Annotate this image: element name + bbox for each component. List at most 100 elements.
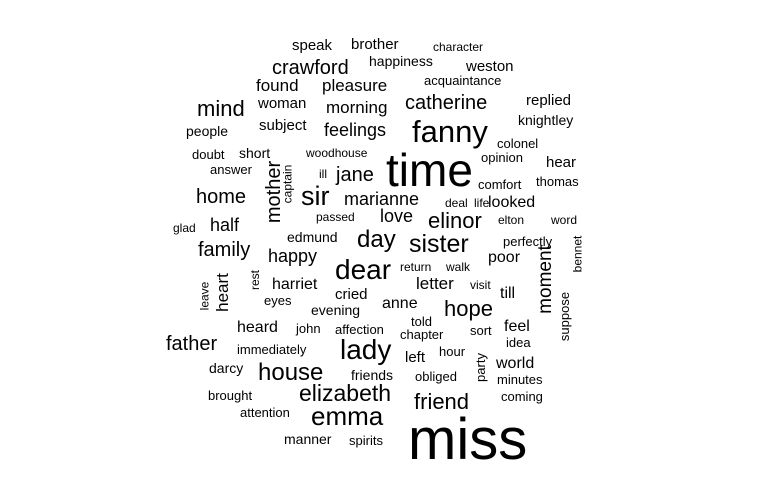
word-john: john bbox=[296, 321, 321, 336]
word-sort: sort bbox=[470, 323, 492, 338]
word-bennet: bennet bbox=[570, 235, 585, 273]
word-evening: evening bbox=[311, 302, 361, 318]
word-hour: hour bbox=[439, 344, 466, 359]
word-colonel: colonel bbox=[497, 136, 539, 151]
word-sister: sister bbox=[409, 230, 469, 258]
word-crawford: crawford bbox=[272, 57, 349, 79]
word-character: character bbox=[433, 40, 484, 54]
word-life: life bbox=[474, 196, 490, 210]
word-elton: elton bbox=[498, 213, 525, 227]
word-woman: woman bbox=[258, 95, 307, 112]
word-rest: rest bbox=[248, 269, 263, 291]
word-darcy: darcy bbox=[209, 360, 244, 376]
word-father: father bbox=[166, 333, 218, 355]
word-manner: manner bbox=[284, 431, 332, 447]
word-till: till bbox=[500, 285, 516, 302]
word-anne: anne bbox=[382, 295, 418, 312]
word-half: half bbox=[210, 215, 240, 235]
word-home: home bbox=[196, 186, 247, 208]
word-visit: visit bbox=[470, 278, 491, 292]
word-coming: coming bbox=[501, 389, 543, 404]
word-emma: emma bbox=[311, 401, 384, 431]
word-opinion: opinion bbox=[481, 150, 523, 165]
word-pleasure: pleasure bbox=[322, 76, 388, 95]
word-elizabeth: elizabeth bbox=[299, 380, 392, 406]
word-elinor: elinor bbox=[428, 208, 482, 233]
word-ill: ill bbox=[319, 167, 327, 181]
word-heard: heard bbox=[237, 319, 278, 336]
word-told: told bbox=[411, 314, 432, 329]
word-friend: friend bbox=[414, 389, 470, 414]
word-fanny: fanny bbox=[412, 114, 488, 149]
word-eyes: eyes bbox=[264, 293, 292, 308]
word-letter: letter bbox=[416, 274, 454, 293]
word-looked: looked bbox=[488, 194, 536, 211]
word-moment: moment bbox=[534, 245, 556, 314]
word-catherine: catherine bbox=[405, 92, 488, 114]
word-subject: subject bbox=[259, 117, 307, 134]
word-answer: answer bbox=[210, 162, 252, 177]
word-attention: attention bbox=[240, 405, 290, 420]
word-dear: dear bbox=[335, 254, 392, 285]
word-found: found bbox=[256, 76, 299, 95]
word-feel: feel bbox=[504, 318, 530, 335]
word-leave: leave bbox=[197, 281, 212, 311]
word-mind: mind bbox=[197, 96, 245, 121]
word-love: love bbox=[380, 206, 414, 226]
word-harriet: harriet bbox=[272, 276, 318, 293]
word-obliged: obliged bbox=[415, 369, 457, 384]
word-world: world bbox=[496, 355, 535, 372]
word-hope: hope bbox=[444, 296, 493, 321]
word-acquaintance: acquaintance bbox=[424, 73, 502, 88]
word-affection: affection bbox=[335, 322, 384, 337]
word-people: people bbox=[186, 123, 229, 139]
word-poor: poor bbox=[488, 249, 521, 266]
word-brother: brother bbox=[351, 36, 399, 53]
word-idea: idea bbox=[506, 335, 531, 350]
word-minutes: minutes bbox=[497, 372, 543, 387]
word-happiness: happiness bbox=[369, 53, 433, 69]
word-edmund: edmund bbox=[287, 229, 338, 245]
word-captain: captain bbox=[280, 164, 295, 204]
word-spirits: spirits bbox=[349, 433, 383, 448]
word-return: return bbox=[400, 260, 432, 274]
word-comfort: comfort bbox=[478, 177, 522, 192]
word-jane: jane bbox=[336, 164, 374, 186]
word-woodhouse: woodhouse bbox=[306, 146, 368, 160]
word-short: short bbox=[239, 145, 271, 161]
word-miss: miss bbox=[408, 407, 528, 472]
word-lady: lady bbox=[340, 334, 392, 365]
word-walk: walk bbox=[446, 260, 471, 274]
word-thomas: thomas bbox=[536, 174, 579, 189]
word-friends: friends bbox=[351, 367, 394, 383]
word-deal: deal bbox=[445, 196, 468, 210]
word-cried: cried bbox=[335, 286, 368, 303]
word-heart: heart bbox=[212, 273, 232, 312]
word-perfectly: perfectly bbox=[503, 234, 553, 249]
word-weston: weston bbox=[466, 58, 514, 75]
word-glad: glad bbox=[173, 221, 196, 235]
word-replied: replied bbox=[526, 92, 572, 109]
word-knightley: knightley bbox=[518, 112, 574, 128]
word-word: word bbox=[551, 213, 578, 227]
word-happy: happy bbox=[268, 246, 318, 266]
word-house: house bbox=[258, 359, 324, 386]
word-chapter: chapter bbox=[400, 327, 444, 342]
word-immediately: immediately bbox=[237, 342, 307, 357]
word-feelings: feelings bbox=[324, 120, 387, 140]
word-marianne: marianne bbox=[344, 189, 420, 209]
word-suppose: suppose bbox=[557, 291, 573, 342]
word-passed: passed bbox=[316, 210, 355, 224]
word-time: time bbox=[386, 144, 473, 196]
word-morning: morning bbox=[326, 98, 388, 117]
word-hear: hear bbox=[546, 154, 577, 171]
word-sir: sir bbox=[301, 181, 330, 211]
word-doubt: doubt bbox=[192, 147, 225, 162]
word-left: left bbox=[405, 349, 426, 366]
word-speak: speak bbox=[292, 37, 333, 54]
word-family: family bbox=[198, 239, 251, 261]
word-party: party bbox=[472, 353, 488, 382]
word-day: day bbox=[357, 226, 396, 253]
word-brought: brought bbox=[208, 388, 253, 403]
